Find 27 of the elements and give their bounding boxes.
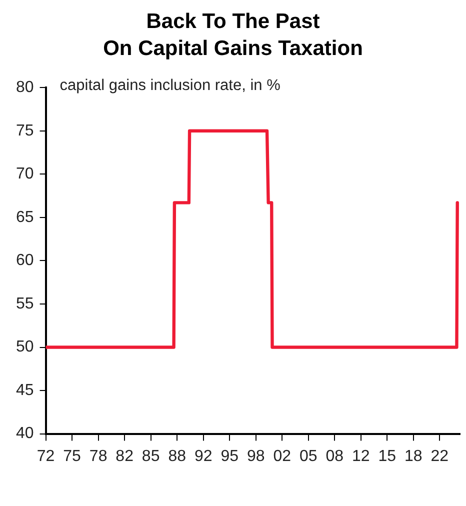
- y-tick-label: 70: [16, 166, 34, 183]
- y-axis-title: capital gains inclusion rate, in %: [60, 76, 281, 94]
- x-tick-label: 02: [273, 448, 292, 465]
- y-tick-label: 50: [16, 338, 34, 356]
- y-tick-label: 80: [16, 79, 34, 96]
- x-tick-label: 78: [89, 448, 108, 465]
- x-tick-label: 15: [378, 448, 396, 465]
- y-tick-label: 75: [16, 122, 34, 140]
- chart-title: Back To The Past On Capital Gains Taxation: [102, 9, 364, 62]
- x-tick-label: 72: [36, 448, 55, 465]
- x-tick-label: 18: [404, 448, 422, 465]
- x-tick-label: 85: [142, 448, 160, 465]
- x-tick-label: 95: [220, 448, 239, 465]
- x-tick-label: 82: [116, 448, 134, 465]
- y-tick-label: 65: [16, 208, 34, 226]
- x-tick-label: 75: [63, 448, 82, 465]
- y-tick-label: 45: [16, 382, 34, 399]
- y-tick-label: 60: [16, 252, 34, 270]
- y-tick-label: 55: [16, 295, 34, 312]
- x-tick-label: 12: [352, 448, 370, 465]
- x-tick-label: 08: [326, 448, 344, 465]
- x-tick-label: 98: [246, 448, 265, 465]
- y-tick-label: 40: [16, 425, 34, 442]
- x-tick-label: 88: [168, 448, 186, 465]
- x-tick-label: 22: [430, 448, 449, 465]
- x-tick-label: 92: [194, 448, 212, 465]
- x-tick-label: 05: [299, 448, 318, 465]
